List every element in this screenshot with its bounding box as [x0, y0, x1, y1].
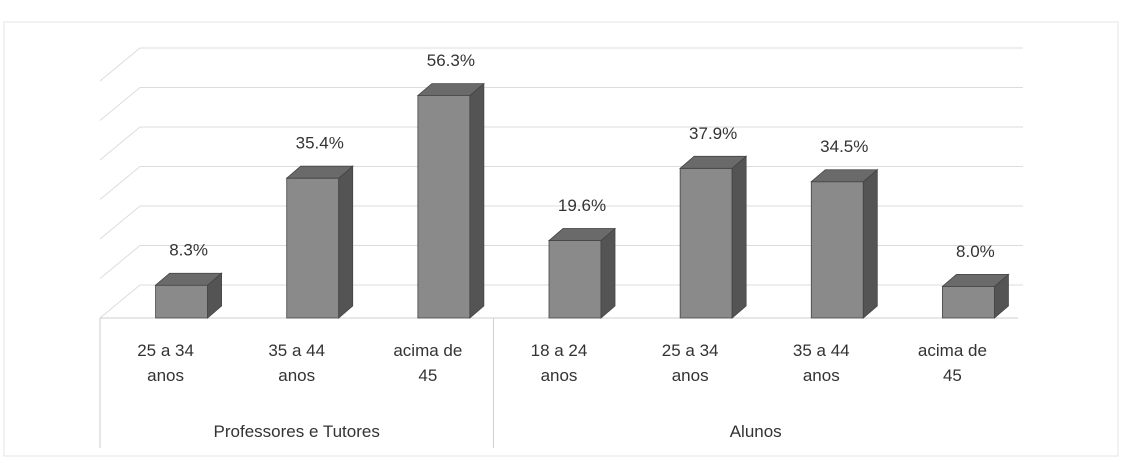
bar — [810, 168, 879, 319]
bar-top — [285, 165, 354, 179]
x-tick-label: 25 a 34 anos — [137, 341, 194, 385]
bar-front — [286, 177, 340, 319]
bar-front — [810, 181, 864, 319]
bar-top — [679, 155, 748, 169]
bar-side — [731, 155, 747, 319]
bar-top — [941, 273, 1010, 287]
bar — [285, 165, 354, 319]
chart-border — [3, 21, 1119, 457]
grid-line — [99, 166, 1023, 200]
bar — [154, 272, 223, 319]
bar-side — [600, 227, 616, 319]
grid-line — [99, 126, 1023, 161]
group-label: Professores e Tutores — [213, 422, 380, 441]
x-tick-label: 25 a 34 anos — [661, 341, 719, 385]
bar-side — [469, 82, 485, 319]
bar — [547, 227, 617, 319]
bar-top — [416, 83, 485, 97]
data-label: 34.5% — [820, 137, 868, 156]
x-tick-label: acima de 45 — [917, 341, 987, 385]
x-tick-label: acima de 45 — [393, 341, 463, 385]
data-label: 19.6% — [558, 196, 606, 215]
bar-top — [154, 272, 223, 286]
bar-front — [417, 95, 471, 319]
bar-side — [862, 168, 878, 319]
data-label: 37.9% — [689, 124, 737, 143]
group-label: Alunos — [729, 422, 782, 441]
bar-top — [547, 228, 617, 241]
data-label: 35.4% — [296, 134, 344, 153]
bar-front — [548, 240, 602, 319]
bar — [416, 82, 485, 319]
data-label: 8.0% — [956, 242, 995, 261]
x-tick-label: 18 a 24 anos — [530, 341, 588, 385]
bar — [941, 273, 1010, 319]
data-label: 56.3% — [427, 51, 475, 70]
bar-top — [810, 169, 879, 183]
bar-front — [155, 284, 208, 319]
x-tick-label: 35 a 44 anos — [268, 341, 326, 385]
bar-front — [942, 285, 995, 319]
bar-side — [338, 165, 354, 319]
bar — [679, 155, 748, 319]
grid-line — [99, 87, 1023, 121]
bar-front — [679, 167, 733, 319]
grid-line — [99, 47, 1023, 82]
x-tick-label: 35 a 44 anos — [792, 341, 850, 385]
data-label: 8.3% — [169, 241, 208, 260]
